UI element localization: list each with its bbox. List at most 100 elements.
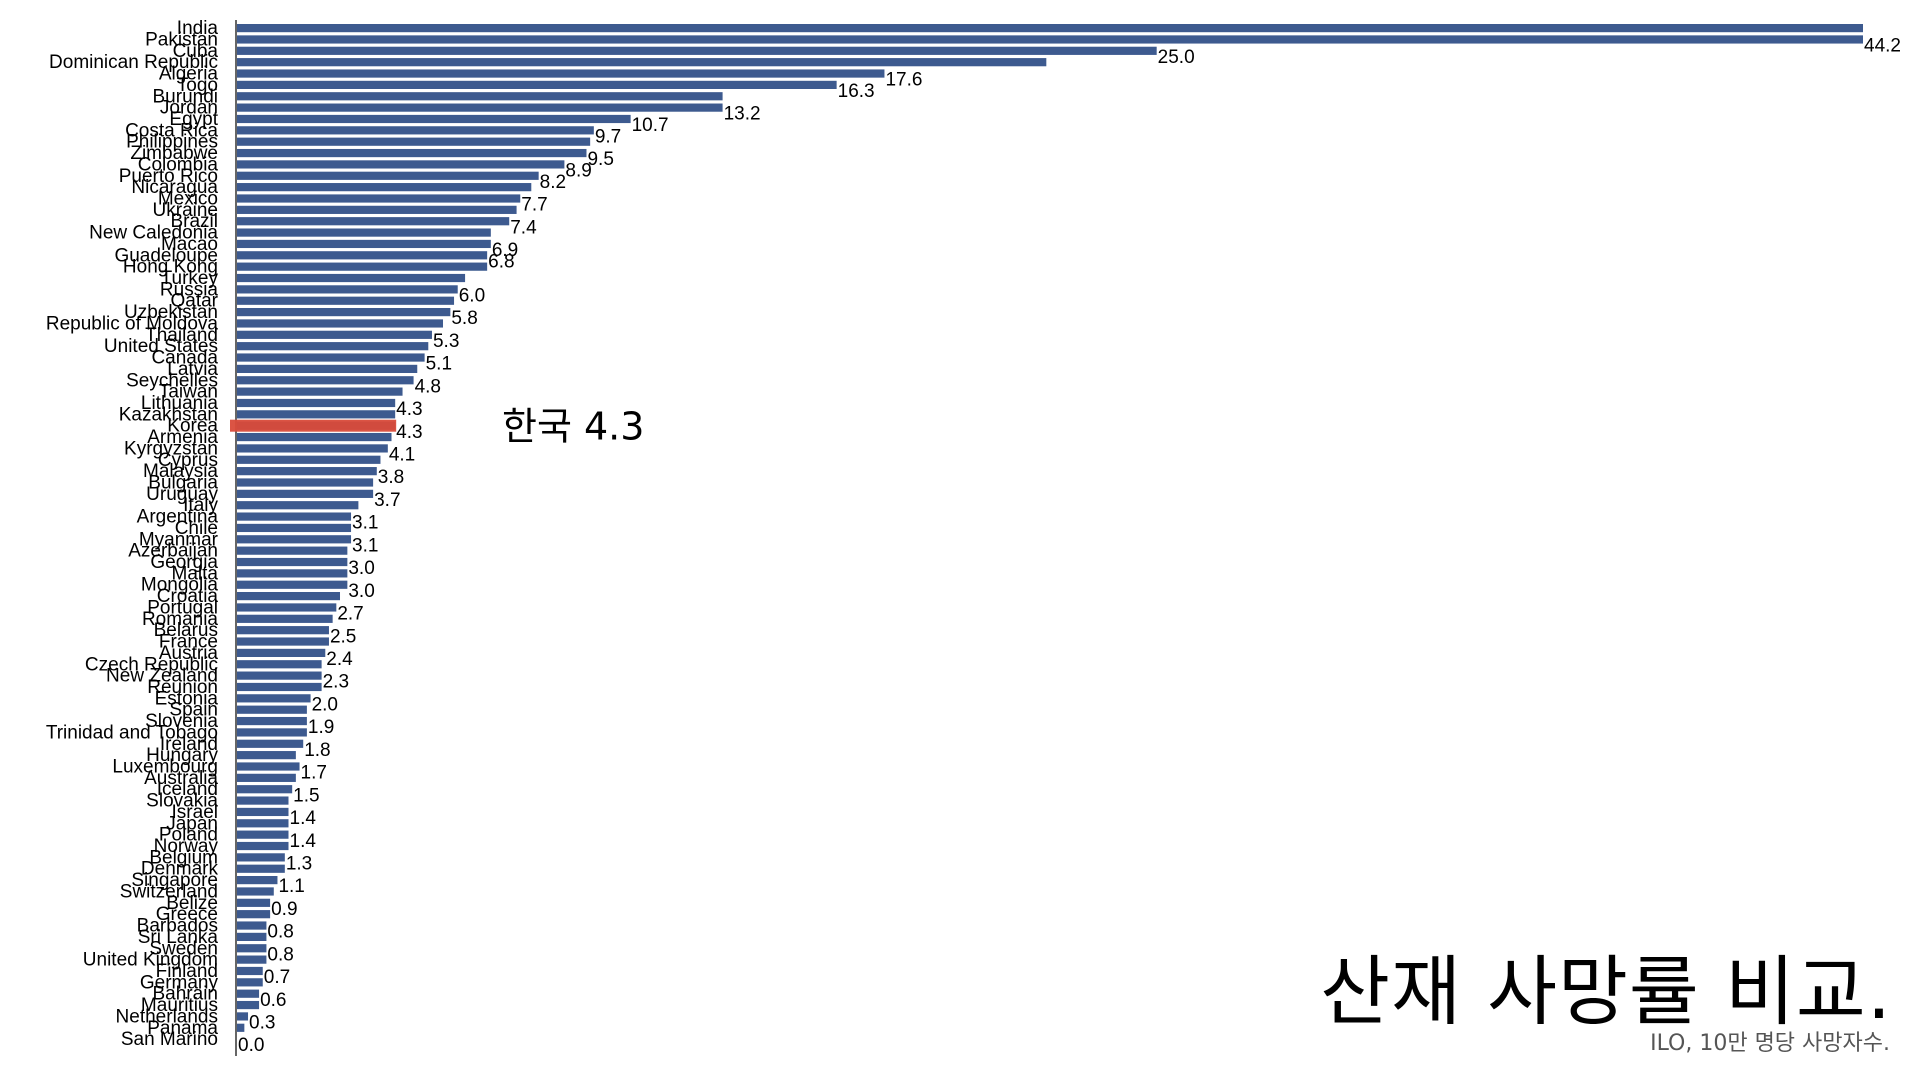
bar-norway [237, 841, 289, 851]
value-label-georgia: 3.0 [348, 558, 374, 579]
bar-macao [237, 239, 491, 249]
category-label-australia: Australia [144, 768, 218, 789]
bar-malta [237, 569, 348, 578]
bar-japan [237, 819, 289, 828]
bar-mauritius [237, 1000, 260, 1010]
bar-seychelles [237, 376, 414, 385]
category-label-portugal: Portugal [147, 597, 218, 618]
value-label-argentina: 3.1 [352, 513, 378, 534]
category-label-finland: Finland [156, 961, 218, 982]
bar-reunion [237, 682, 322, 692]
category-label-greece: Greece [156, 904, 218, 925]
value-label-mexico: 7.7 [521, 195, 547, 216]
category-label-czech-republic: Czech Republic [85, 654, 218, 675]
bar-canada [237, 353, 425, 362]
category-label-zimbabwe: Zimbabwe [130, 143, 218, 164]
category-label-romania: Romania [142, 609, 218, 630]
value-label-malaysia: 3.8 [378, 467, 404, 488]
bar-czech-republic [237, 660, 322, 669]
bar-slovenia [237, 716, 307, 726]
category-label-trinidad-and-tobago: Trinidad and Tobago [46, 722, 218, 743]
category-label-malaysia: Malaysia [143, 461, 218, 482]
category-label-israel: Israel [172, 802, 218, 823]
category-label-chile: Chile [175, 518, 218, 539]
value-label-estonia: 2.0 [312, 694, 338, 715]
category-label-costa-rica: Costa Rica [125, 120, 218, 141]
bar-qatar [237, 296, 455, 305]
category-label-austria: Austria [159, 643, 219, 664]
bar-belgium [237, 853, 285, 862]
category-label-cuba: Cuba [173, 41, 219, 62]
category-label-bahrain: Bahrain [153, 984, 219, 1005]
category-label-togo: Togo [177, 75, 218, 96]
bar-dominican-republic [237, 58, 1047, 67]
bar-turkey [237, 273, 466, 283]
bar-lithuania [237, 398, 396, 408]
category-label-slovakia: Slovakia [146, 791, 218, 812]
category-label-barbados: Barbados [137, 916, 218, 937]
bar-austria [237, 648, 326, 657]
bar-brazil [237, 217, 510, 226]
bar-azerbaijan [237, 546, 348, 555]
category-label-canada: Canada [151, 348, 218, 369]
bar-burundi [237, 92, 723, 101]
value-label-iceland: 1.5 [293, 785, 319, 806]
bar-poland [237, 830, 289, 839]
category-label-netherlands: Netherlands [116, 1006, 218, 1027]
bar-bulgaria [237, 478, 374, 487]
category-label-burundi: Burundi [153, 86, 219, 107]
bar-hong-kong [237, 262, 488, 271]
category-label-italy: Italy [183, 495, 218, 516]
value-label-belgium: 1.3 [286, 853, 312, 874]
category-label-seychelles: Seychelles [126, 370, 218, 391]
value-label-belarus: 2.5 [330, 626, 356, 647]
category-label-georgia: Georgia [150, 552, 218, 573]
category-label-sri-lanka: Sri Lanka [138, 927, 219, 948]
value-label-finland: 0.7 [264, 967, 290, 988]
category-label-nicaragua: Nicaragua [131, 177, 218, 198]
bar-switzerland [237, 887, 274, 896]
value-label-belize: 0.9 [271, 899, 297, 920]
bar-united-kingdom [237, 955, 267, 964]
category-label-sweden: Sweden [149, 938, 218, 959]
bar-sri-lanka [237, 932, 267, 941]
category-label-japan: Japan [166, 813, 218, 834]
category-label-lithuania: Lithuania [141, 393, 219, 414]
value-label-netherlands: 0.3 [249, 1013, 275, 1034]
category-label-puerto-rico: Puerto Rico [119, 166, 218, 187]
category-label-pakistan: Pakistan [145, 29, 218, 50]
value-label-zimbabwe: 9.5 [587, 149, 613, 170]
category-label-bulgaria: Bulgaria [148, 473, 218, 494]
bar-new-zealand [237, 671, 322, 680]
category-label-kyrgyzstan: Kyrgyzstan [124, 438, 218, 459]
value-label-kyrgyzstan: 4.1 [389, 445, 415, 466]
bar-france [237, 637, 329, 646]
bar-uzbekistan [237, 308, 451, 317]
bar-pakistan [237, 35, 1863, 44]
value-label-seychelles: 4.8 [415, 376, 441, 397]
value-label-singapore: 1.1 [278, 876, 304, 897]
bar-nicaragua [237, 183, 532, 192]
category-label-hong-kong: Hong Kong [123, 257, 218, 278]
value-label-russia: 6.0 [459, 285, 485, 306]
category-label-san-marino: San Marino [121, 1029, 218, 1050]
bar-netherlands [237, 1012, 249, 1021]
bar-zimbabwe [237, 148, 587, 158]
category-label-colombia: Colombia [138, 154, 219, 175]
bar-estonia [237, 694, 311, 703]
bar-bahrain [237, 989, 260, 998]
bar-republic-of-moldova [237, 319, 444, 328]
category-label-india: India [177, 18, 219, 39]
value-label-thailand: 5.3 [433, 331, 459, 352]
bar-portugal [237, 603, 337, 612]
category-label-brazil: Brazil [170, 211, 218, 232]
category-label-dominican-republic: Dominican Republic [49, 52, 218, 73]
category-label-belarus: Belarus [154, 620, 218, 641]
bar-germany [237, 978, 263, 987]
bar-israel [237, 807, 289, 817]
value-label-myanmar: 3.1 [352, 535, 378, 556]
category-label-luxembourg: Luxembourg [112, 757, 218, 778]
value-labels-group: 44.2 25.0 17.6 16.3 13.2 10.7 9.79.58.98.27.77… [238, 36, 1901, 1057]
value-label-new-zealand: 2.3 [323, 672, 349, 693]
